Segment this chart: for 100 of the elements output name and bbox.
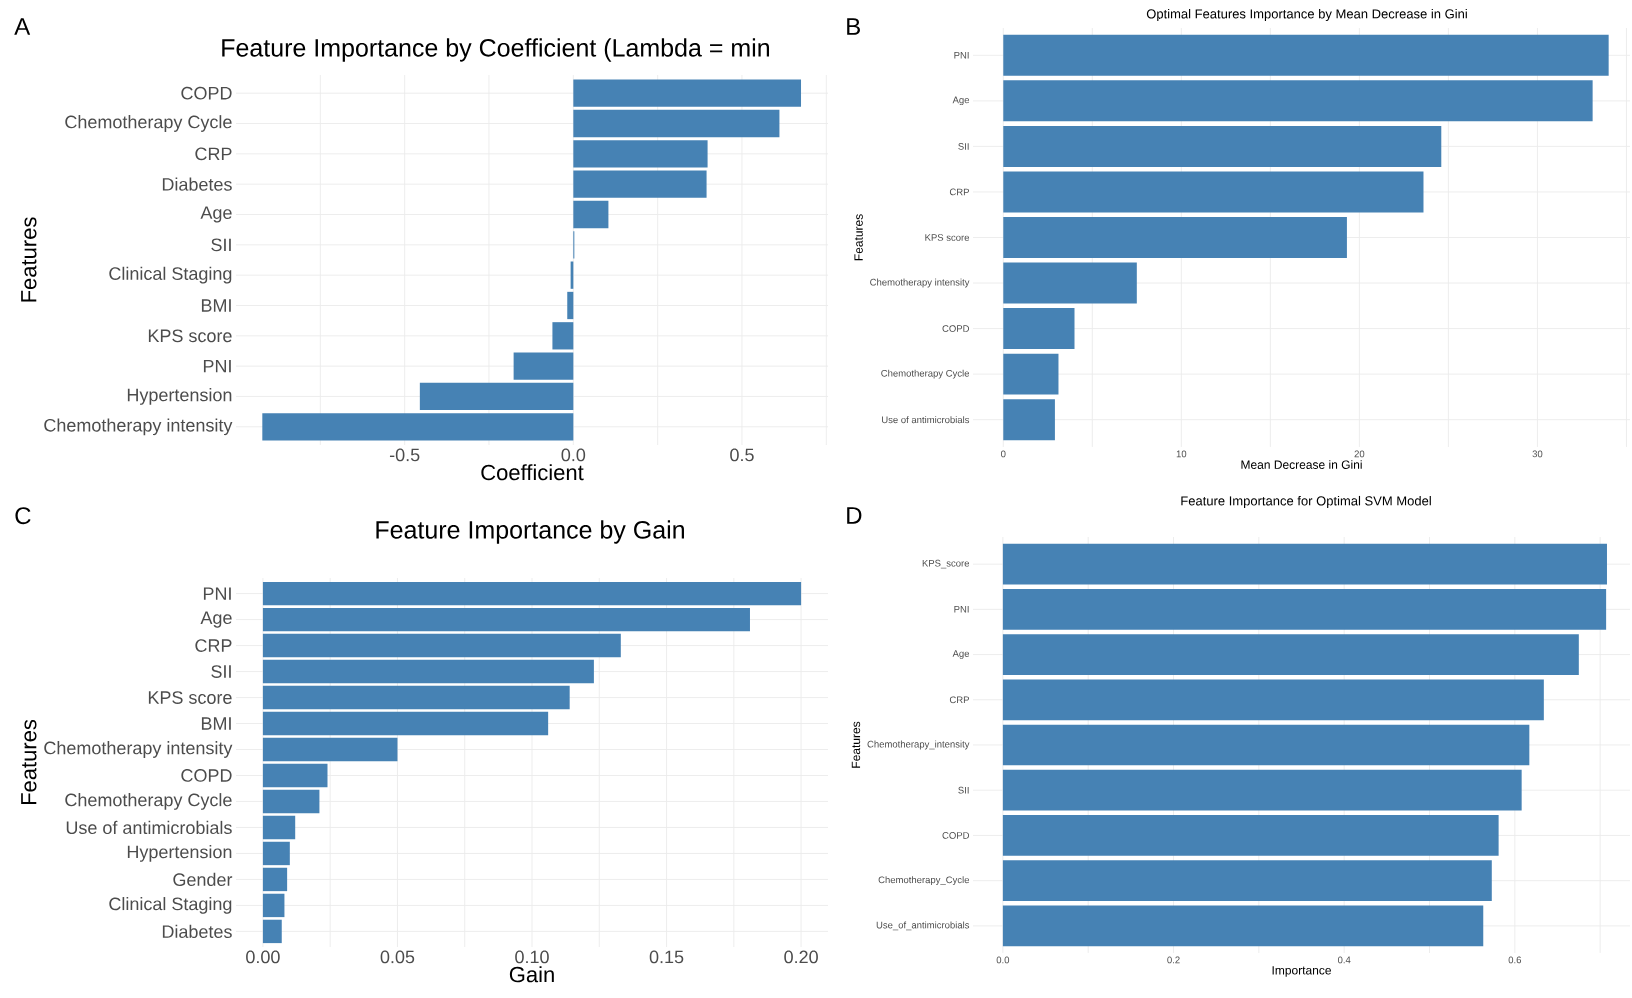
bar [567, 291, 574, 320]
bar [262, 685, 570, 710]
bar [1003, 262, 1137, 304]
x-tick-label: 0.0 [561, 448, 586, 462]
bar [513, 352, 574, 380]
text: B [847, 18, 860, 35]
bar [262, 867, 288, 892]
bar [262, 841, 290, 866]
bar [262, 737, 398, 762]
y-tick-label: Chemotherapy intensity [44, 741, 233, 758]
bar [1003, 217, 1347, 258]
x-tick-label: 30 [1532, 450, 1543, 458]
y-tick-label: PNI [203, 587, 231, 600]
chart-title: Feature Importance by Gain [376, 520, 684, 544]
y-tick-label: SII [211, 665, 231, 678]
text: C [15, 507, 31, 525]
y-tick-label: Use of antimicrobials [66, 820, 232, 835]
y-tick-label: COPD [942, 832, 970, 839]
y-tick-label: Use_of_antimicrobials [876, 921, 970, 931]
y-tick-label: Chemotherapy_intensity [867, 740, 970, 750]
bar [573, 200, 609, 229]
y-tick-label: Age [200, 611, 232, 628]
bar [1002, 860, 1492, 901]
bar [552, 322, 574, 350]
bar [1002, 679, 1544, 721]
x-tick-label: 0.10 [515, 950, 549, 964]
bar [1003, 308, 1075, 350]
bar [1002, 815, 1499, 856]
y-axis-title: Features [851, 721, 861, 768]
y-tick-label: KPS_score [922, 559, 970, 569]
y-tick-label: COPD [942, 325, 970, 332]
bar [573, 140, 708, 168]
y-tick-label: Chemotherapy_Cycle [878, 876, 970, 886]
bar [262, 413, 574, 441]
bar [573, 79, 802, 107]
y-axis-title: Features [854, 214, 863, 261]
x-tick-label: 0.5 [730, 448, 754, 462]
y-tick-label: Gender [173, 872, 233, 887]
y-tick-label: Age [200, 206, 232, 223]
bar [1003, 34, 1609, 76]
y-tick-label: Chemotherapy Cycle [881, 369, 970, 379]
y-tick-label: Hypertension [127, 845, 232, 862]
y-axis-title: Features [21, 719, 37, 805]
bar [1002, 769, 1522, 811]
y-tick-label: Age [952, 96, 970, 106]
bar [1002, 724, 1530, 766]
y-tick-label: PNI [954, 52, 969, 59]
y-tick-label: Chemotherapy intensity [870, 278, 970, 288]
x-tick-label: 0.15 [649, 950, 684, 964]
y-tick-label: PNI [203, 359, 231, 373]
y-tick-label: COPD [181, 86, 232, 100]
x-tick-label: 0.0 [996, 956, 1010, 964]
x-axis-title: Gain [509, 966, 554, 983]
y-tick-label: Diabetes [162, 924, 232, 939]
x-tick-label: 0.20 [784, 950, 818, 964]
x-axis-title: Importance [1272, 966, 1331, 977]
y-tick-label: CRP [949, 696, 969, 704]
y-tick-label: COPD [181, 769, 232, 782]
bar [419, 382, 574, 411]
x-axis-title: Mean Decrease in Gini [1241, 460, 1362, 469]
y-tick-label: BMI [201, 717, 231, 730]
y-tick-label: CRP [949, 188, 969, 196]
x-tick-label: 0 [1001, 450, 1006, 458]
x-tick-label: 0.00 [246, 950, 280, 964]
text: D [847, 507, 862, 524]
bar [262, 789, 320, 814]
x-tick-label: 0.2 [1167, 956, 1180, 964]
y-axis-title: Features [21, 217, 37, 302]
y-tick-label: Clinical Staging [109, 897, 232, 914]
y-tick-label: CRP [195, 147, 232, 161]
y-tick-label: Hypertension [127, 388, 232, 405]
chart-title: Feature Importance by Coefficient (Lambda = min [222, 38, 770, 62]
y-tick-label: Chemotherapy Cycle [65, 793, 232, 810]
y-tick-label: Use of antimicrobials [882, 416, 970, 424]
y-tick-label: Age [952, 650, 970, 659]
bar [1003, 171, 1424, 213]
x-tick-label: 20 [1354, 450, 1365, 458]
bar [262, 581, 802, 606]
x-tick-label: 0.6 [1508, 956, 1522, 964]
bar [262, 711, 549, 736]
bar [1002, 634, 1579, 675]
y-tick-label: KPS score [148, 691, 232, 704]
y-tick-label: BMI [201, 299, 231, 312]
bar [262, 633, 621, 658]
y-tick-label: KPS score [925, 234, 970, 241]
bar [1002, 905, 1484, 947]
bar [573, 170, 707, 198]
y-tick-label: SII [958, 143, 969, 150]
x-tick-label: 0.4 [1337, 956, 1351, 964]
bar [1003, 125, 1442, 167]
y-tick-label: PNI [954, 606, 969, 613]
bar [1002, 589, 1607, 630]
y-tick-label: SII [211, 238, 231, 252]
chart-title: Optimal Features Importance by Mean Decrease in Gini [1146, 8, 1467, 22]
bar [1003, 399, 1055, 441]
x-tick-label: 0.05 [380, 950, 415, 964]
x-tick-label: 10 [1176, 450, 1187, 458]
bar [1003, 353, 1059, 395]
y-tick-label: Chemotherapy Cycle [65, 115, 232, 132]
y-tick-label: CRP [195, 639, 232, 652]
